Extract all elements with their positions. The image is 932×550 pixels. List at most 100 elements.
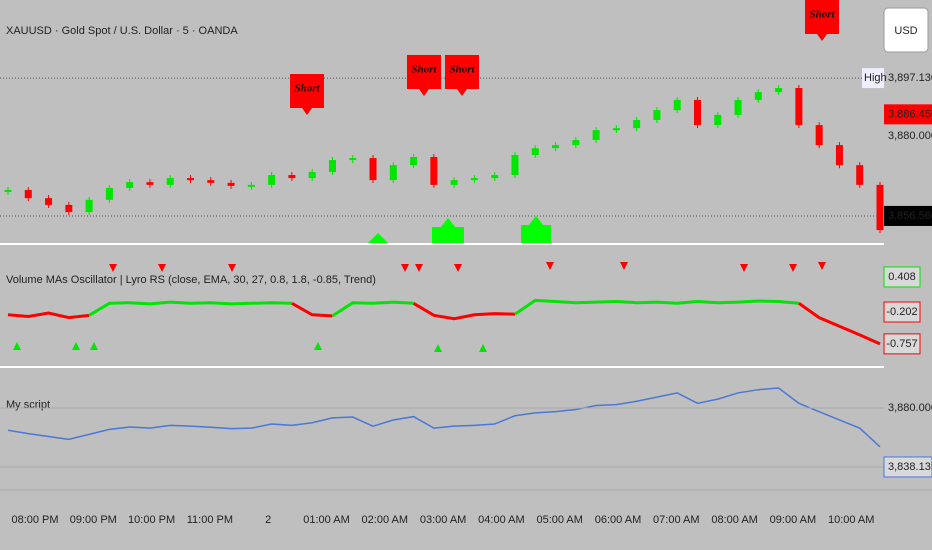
plot-layer: 3,897.130 3,886.455 3,880.000 3,856.560 High… <box>0 0 932 526</box>
candle <box>126 182 134 188</box>
candle <box>85 199 93 213</box>
osc-label-bg <box>883 301 921 323</box>
short-label: Short <box>449 64 475 76</box>
candle <box>835 145 843 166</box>
price-label-bg <box>884 205 932 226</box>
script-label: 3,838.135 <box>888 461 932 473</box>
oscillator-title: Volume MAs Oscillator | Lyro RS (close, … <box>6 274 376 286</box>
candle <box>65 204 73 213</box>
volume-box <box>432 227 464 243</box>
volume-box <box>521 225 551 243</box>
osc-label: 0.408 <box>888 271 916 283</box>
candle <box>876 184 884 231</box>
candle <box>328 160 336 172</box>
time-label: 01:00 AM <box>303 514 349 526</box>
short-signal <box>445 55 479 96</box>
time-label: 10:00 PM <box>128 514 175 526</box>
time-label: 05:00 AM <box>536 514 582 526</box>
time-label: 10:00 AM <box>828 514 874 526</box>
oscillator-line <box>7 311 90 320</box>
candle <box>268 175 276 185</box>
script-line <box>7 387 881 448</box>
candle <box>430 157 438 185</box>
time-label: 06:00 AM <box>595 514 641 526</box>
price-label-bg <box>884 104 932 125</box>
osc-label-bg <box>883 266 921 288</box>
candle <box>815 125 823 146</box>
short-signal <box>805 0 839 41</box>
candle <box>207 180 215 183</box>
candle <box>653 110 661 120</box>
time-label: 02:00 AM <box>362 514 408 526</box>
candle <box>24 189 32 199</box>
oscillator-line <box>798 302 881 346</box>
candle <box>450 180 458 185</box>
candle <box>247 184 255 187</box>
candle <box>673 99 681 111</box>
oscillator-line <box>412 301 516 321</box>
candle <box>734 99 742 115</box>
candle <box>775 88 783 93</box>
currency[interactable]: USD <box>894 25 917 37</box>
candle <box>633 119 641 129</box>
script-title: My script <box>6 399 50 411</box>
oscillator-line <box>331 300 414 318</box>
time-label: 04:00 AM <box>478 514 524 526</box>
price-label: 3,880.000 <box>888 130 932 142</box>
candle <box>856 165 864 185</box>
short-label: Short <box>411 64 437 76</box>
candle <box>552 145 560 149</box>
candle <box>572 140 580 146</box>
candle <box>511 154 519 176</box>
high-tag-bg <box>862 68 884 89</box>
oscillator-line <box>88 300 292 317</box>
time-label: 09:00 AM <box>770 514 816 526</box>
candle <box>531 148 539 155</box>
short-signal <box>290 74 324 115</box>
time-label: 11:00 PM <box>187 514 233 526</box>
candle <box>369 158 377 181</box>
candle <box>105 187 113 200</box>
currency-box[interactable] <box>883 7 929 53</box>
time-label: 09:00 PM <box>70 514 117 526</box>
time-label: 03:00 AM <box>420 514 466 526</box>
candle <box>795 88 803 126</box>
symbol-title: XAUUSD · Gold Spot / U.S. Dollar · 5 · O… <box>6 25 238 37</box>
price-label: 3,886.455 <box>888 108 932 120</box>
price-label-bg <box>884 126 932 147</box>
candle <box>308 171 316 179</box>
oscillator-arrows <box>13 262 826 352</box>
candle <box>410 157 418 166</box>
candle <box>4 189 12 192</box>
candle <box>592 130 600 141</box>
up-arrows <box>13 342 487 352</box>
oscillator-line <box>291 301 333 318</box>
high-tag: High <box>864 72 887 84</box>
candle <box>693 99 701 126</box>
oscillator-line <box>514 298 800 316</box>
script-label-bg <box>883 456 932 478</box>
osc-label-bg <box>883 333 921 355</box>
short-label: Short <box>294 83 320 95</box>
time-label: 08:00 PM <box>11 514 58 526</box>
osc-label: -0.757 <box>886 338 917 350</box>
candle <box>45 198 53 205</box>
candle <box>187 178 195 181</box>
price-label-bg <box>884 68 932 89</box>
candle <box>227 182 235 186</box>
price-label: 3,897.130 <box>888 72 932 84</box>
candle <box>389 165 397 181</box>
time-label: 07:00 AM <box>653 514 699 526</box>
price-label: 3,856.560 <box>888 210 932 222</box>
candle <box>470 178 478 181</box>
script-label: 3,880.000 <box>888 402 932 414</box>
candle <box>714 114 722 126</box>
time-label: 2 <box>265 514 271 526</box>
osc-label: -0.202 <box>886 306 917 318</box>
candle <box>754 92 762 100</box>
candle <box>288 175 296 179</box>
candle <box>166 178 174 185</box>
candle <box>612 128 620 131</box>
